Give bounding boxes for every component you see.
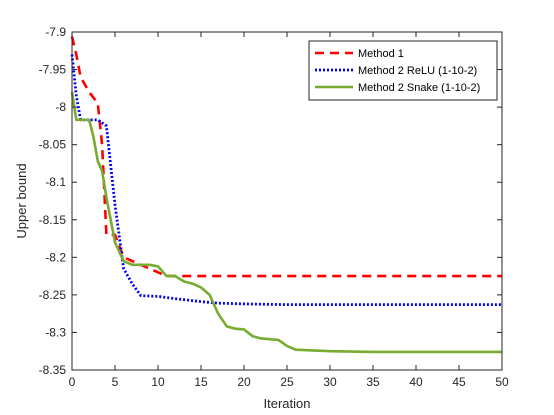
legend-label-1: Method 1 <box>358 48 404 60</box>
y-tick-label: -8.05 <box>39 138 67 152</box>
y-tick-label: -8.15 <box>39 213 67 227</box>
x-tick-label: 50 <box>495 375 509 389</box>
y-tick-label: -8.2 <box>45 250 66 264</box>
x-tick-label: 0 <box>69 375 76 389</box>
series-line-2 <box>70 54 502 307</box>
x-tick-label: 5 <box>112 375 119 389</box>
y-tick-label: -8.1 <box>45 175 66 189</box>
series-line-3 <box>70 91 502 354</box>
y-tick-label: -8.3 <box>45 325 66 339</box>
x-tick-label: 25 <box>280 375 294 389</box>
x-tick-label: 35 <box>366 375 380 389</box>
legend: Method 1 Method 2 ReLU (1-10-2) Method 2 S… <box>308 40 498 101</box>
x-axis-label: Iteration <box>264 396 311 411</box>
legend-box <box>308 40 498 101</box>
x-tick-label: 10 <box>151 375 165 389</box>
y-tick-label: -8.35 <box>39 363 67 377</box>
series-line-1 <box>70 36 502 278</box>
y-tick-label: -7.95 <box>39 63 67 77</box>
legend-label-2: Method 2 ReLU (1-10-2) <box>358 65 477 77</box>
y-tick-label: -7.9 <box>45 25 66 39</box>
y-axis-label: Upper bound <box>14 163 29 238</box>
series-layer <box>70 36 502 354</box>
x-tick-label: 30 <box>323 375 337 389</box>
x-tick-label: 40 <box>409 375 423 389</box>
legend-label-3: Method 2 Snake (1-10-2) <box>358 82 480 94</box>
y-tick-label: -8 <box>55 100 66 114</box>
y-tick-label: -8.25 <box>39 288 67 302</box>
x-tick-label: 20 <box>237 375 251 389</box>
ticks: 0 5 10 15 20 25 30 35 40 45 50 -7.9 -7.95 -8 -8.05 -8.1… <box>39 25 509 389</box>
x-tick-label: 15 <box>194 375 208 389</box>
x-tick-label: 45 <box>452 375 466 389</box>
